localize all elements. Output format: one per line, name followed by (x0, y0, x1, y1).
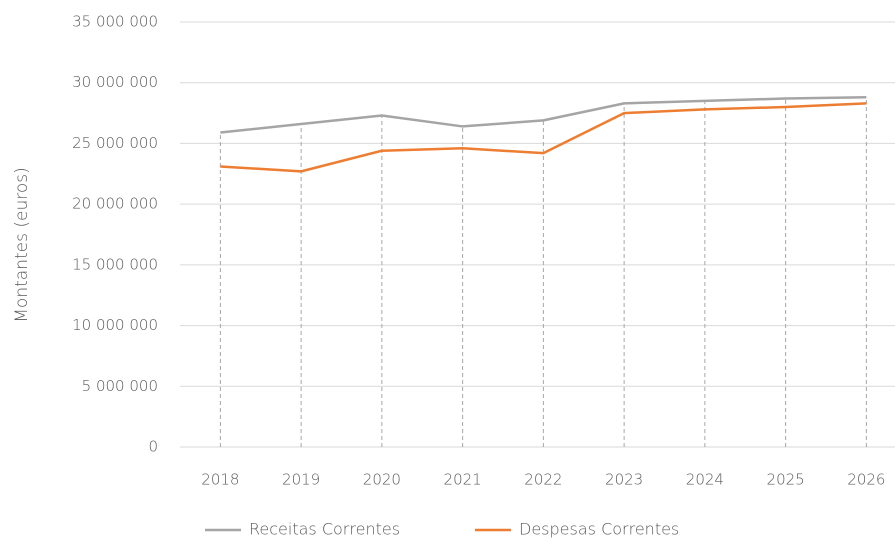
x-tick-label: 2018 (201, 471, 239, 489)
x-tick-label: 2019 (282, 471, 320, 489)
x-tick-label: 2023 (605, 471, 643, 489)
y-tick-label: 25 000 000 (72, 134, 158, 152)
x-tick-label: 2026 (847, 471, 885, 489)
legend-label: Despesas Correntes (519, 520, 679, 539)
y-tick-label: 5 000 000 (82, 377, 158, 395)
y-axis-label: Montantes (euros) (12, 167, 32, 322)
series-line (220, 96, 867, 134)
y-tick-label: 30 000 000 (72, 73, 158, 91)
x-tick-label: 2022 (524, 471, 562, 489)
y-tick-label: 10 000 000 (72, 316, 158, 334)
x-tick-label: 2025 (767, 471, 805, 489)
y-tick-label: 35 000 000 (72, 13, 158, 31)
y-tick-label: 20 000 000 (72, 195, 158, 213)
y-tick-label: 0 (148, 438, 158, 456)
x-tick-label: 2021 (444, 471, 482, 489)
x-tick-label: 2020 (363, 471, 401, 489)
series-line (220, 102, 867, 173)
y-tick-label: 15 000 000 (72, 255, 158, 273)
legend-label: Receitas Correntes (249, 520, 400, 539)
x-tick-label: 2024 (686, 471, 724, 489)
